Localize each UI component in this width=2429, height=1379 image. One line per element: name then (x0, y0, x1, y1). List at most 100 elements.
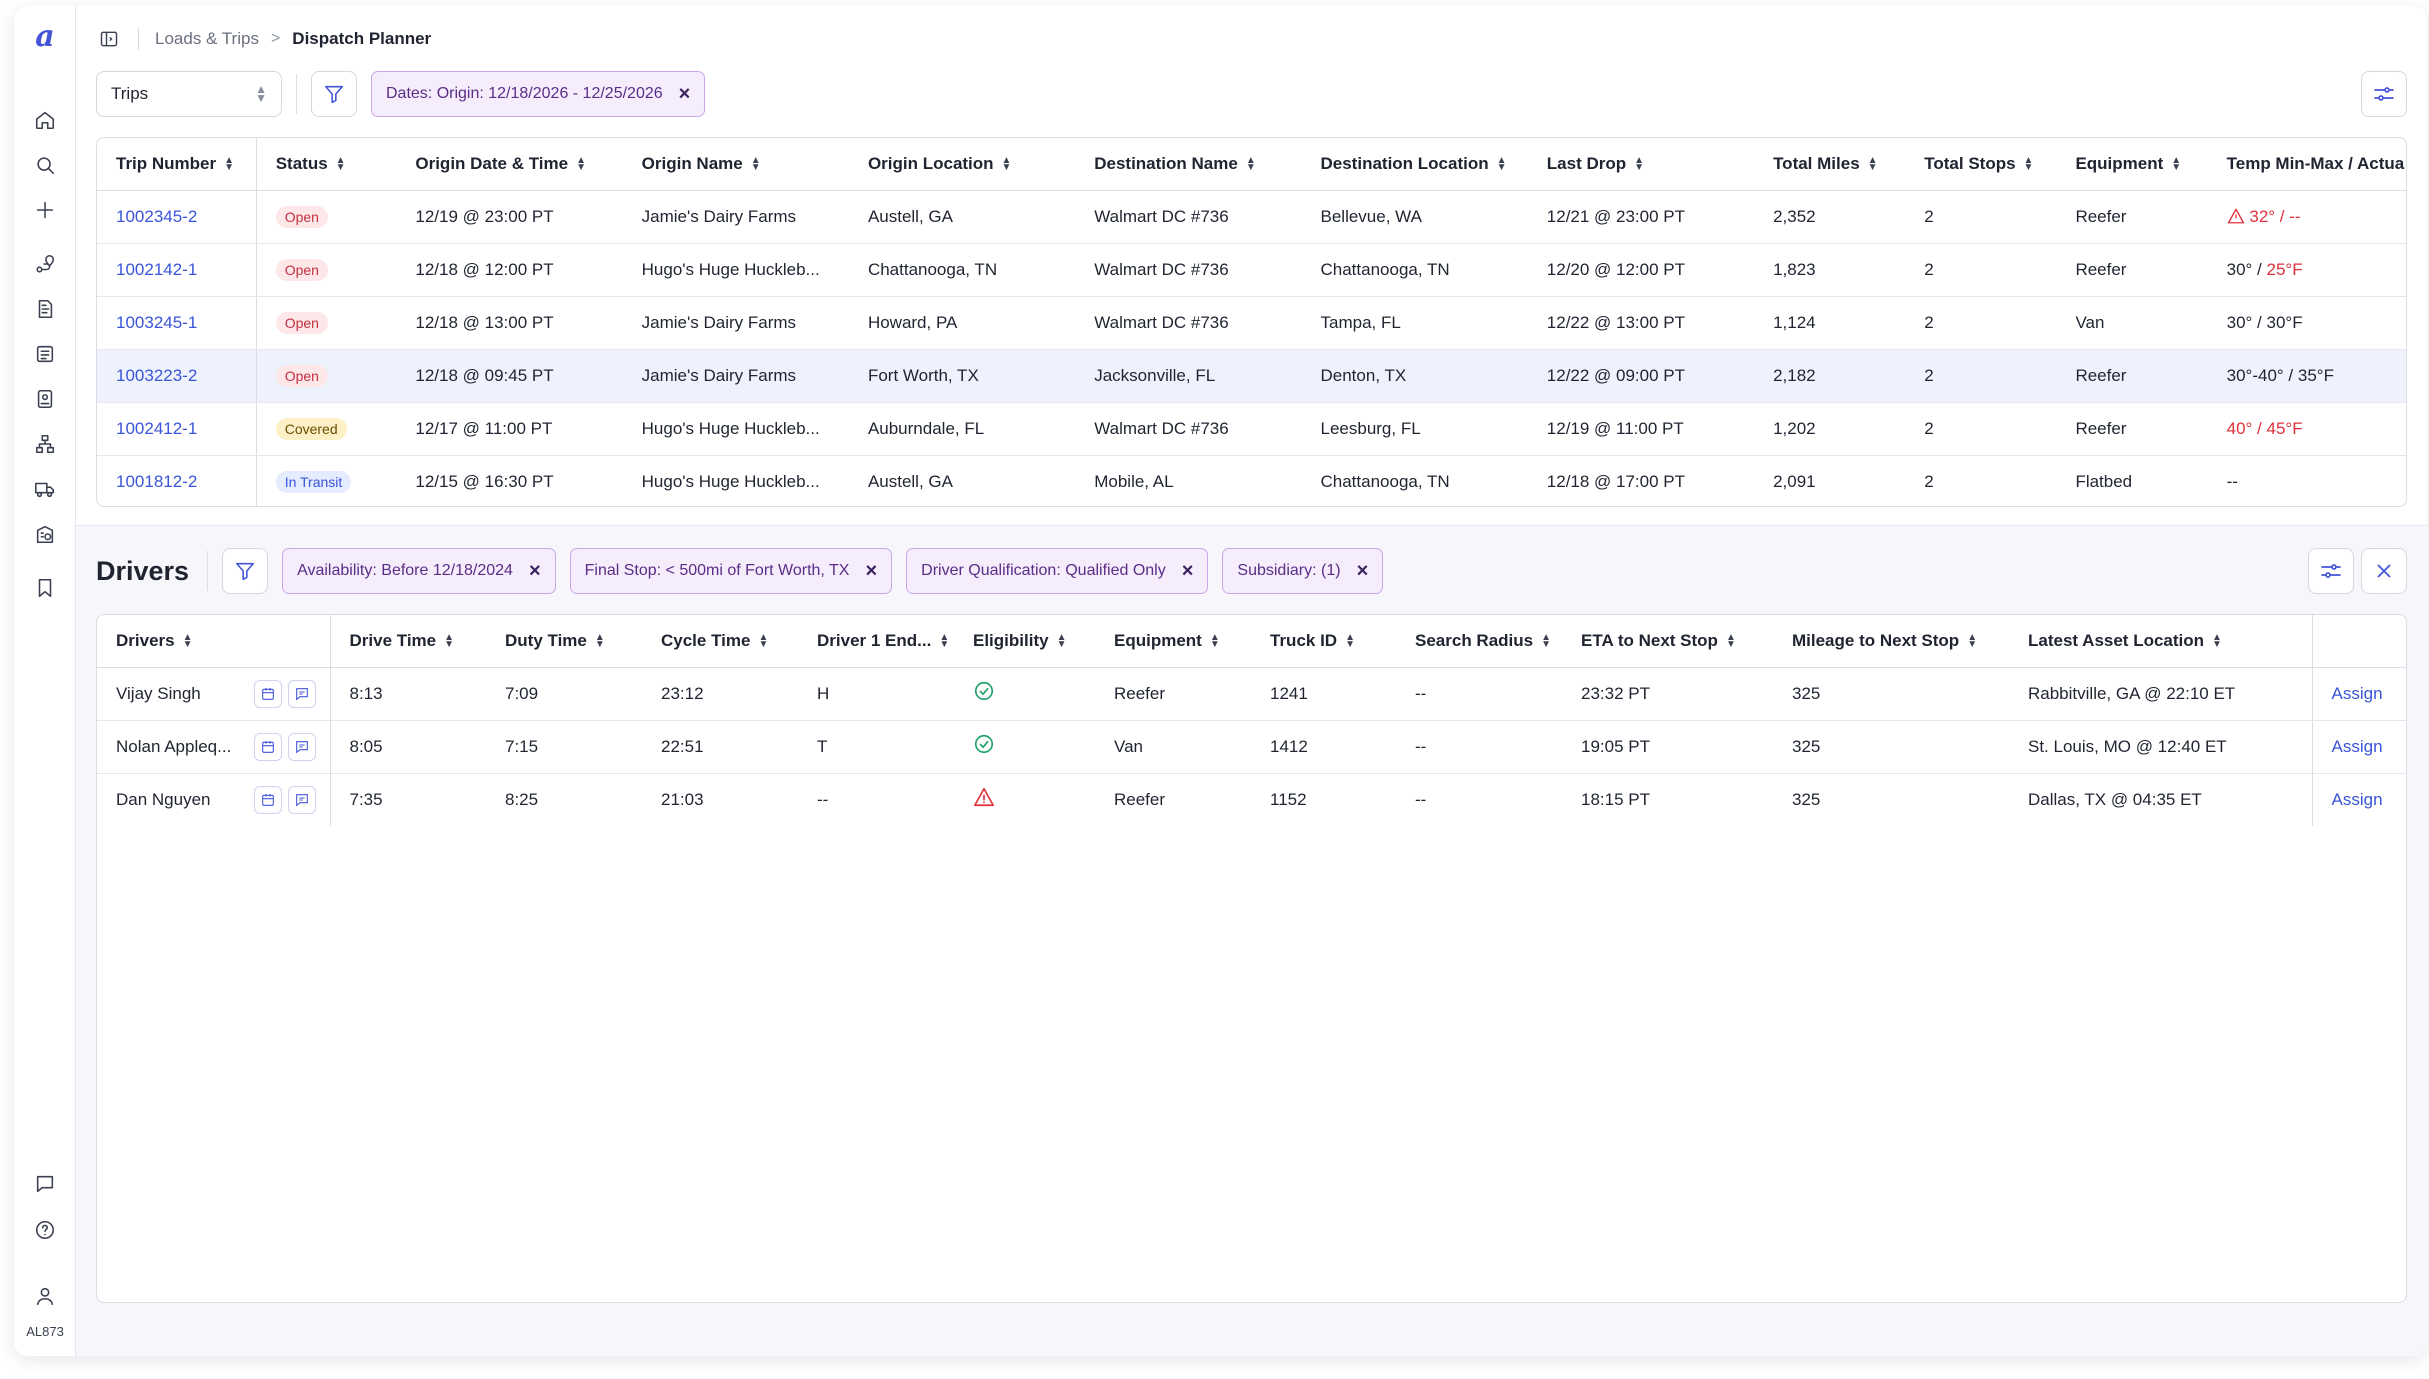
trips-header-row: Trip Number ▲ ▼ Status ▲ ▼ Origin Date & Tim… (97, 138, 2406, 191)
org-chart-icon[interactable] (27, 426, 63, 462)
trip-number-link[interactable]: 1003223-2 (97, 349, 257, 403)
help-icon[interactable] (27, 1212, 63, 1248)
driver-row[interactable]: Nolan Appleq... 8:05 7:15 22:51 T Van 14… (97, 720, 2406, 774)
col-header[interactable]: Origin Location ▲ ▼ (848, 138, 1076, 191)
chevron-updown-icon: ▲ ▼ (255, 82, 267, 105)
col-header[interactable]: ETA to Next Stop ▲ ▼ (1562, 615, 1773, 668)
page-title: Dispatch Planner (292, 29, 432, 48)
sort-icon: ▲ ▼ (182, 632, 193, 651)
trip-row[interactable]: 1001812-2 In Transit 12/15 @ 16:30 PT Hu… (97, 455, 2406, 506)
col-header[interactable]: Eligibility ▲ ▼ (954, 615, 1095, 668)
filter-chip-dates[interactable]: Dates: Origin: 12/18/2026 - 12/25/2026 × (371, 71, 706, 117)
col-header[interactable]: Destination Location ▲ ▼ (1301, 138, 1528, 191)
sort-icon: ▲ ▼ (1634, 155, 1645, 174)
col-header[interactable]: Status ▲ ▼ (256, 138, 397, 191)
col-header[interactable]: Search Radius ▲ ▼ (1396, 615, 1562, 668)
col-header[interactable]: Drive Time ▲ ▼ (330, 615, 486, 668)
filter-chip-final-stop[interactable]: Final Stop: < 500mi of Fort Worth, TX × (569, 548, 893, 594)
user-icon[interactable] (27, 1278, 63, 1314)
col-header[interactable]: Equipment ▲ ▼ (2056, 138, 2208, 191)
col-header[interactable]: Equipment ▲ ▼ (1095, 615, 1251, 668)
badge-icon[interactable] (27, 381, 63, 417)
invoice-icon[interactable] (27, 336, 63, 372)
status-badge: Open (275, 311, 328, 334)
sidebar-toggle-icon[interactable] (96, 26, 122, 52)
col-header[interactable]: Last Drop ▲ ▼ (1527, 138, 1755, 191)
col-header[interactable]: Truck ID ▲ ▼ (1251, 615, 1396, 668)
trip-number-link[interactable]: 1002412-1 (97, 402, 257, 456)
view-select-value: Trips (111, 84, 149, 103)
search-icon[interactable] (27, 147, 63, 183)
sort-icon: ▲ ▼ (1725, 632, 1736, 651)
close-icon[interactable]: × (1181, 560, 1194, 582)
drivers-toolbar: Drivers Availability: Before 12/18/2024 ×… (96, 548, 1384, 594)
trip-number-link[interactable]: 1003245-1 (97, 296, 257, 350)
plus-icon[interactable] (27, 192, 63, 228)
col-header[interactable]: Driver 1 End... ▲ ▼ (798, 615, 954, 668)
col-header[interactable]: Temp Min-Max / Actua (2207, 138, 2406, 191)
document-icon[interactable] (27, 291, 63, 327)
filter-chip-label: Dates: Origin: 12/18/2026 - 12/25/2026 (386, 85, 663, 102)
bookmark-icon[interactable] (27, 570, 63, 606)
filter-chip-qualification[interactable]: Driver Qualification: Qualified Only × (906, 548, 1209, 594)
app-logo[interactable]: a (35, 19, 55, 54)
drivers-title: Drivers (96, 555, 190, 586)
breadcrumb: Loads & Trips > Dispatch Planner (96, 26, 431, 52)
driver-row[interactable]: Vijay Singh 8:13 7:09 23:12 H Reefer 124… (97, 667, 2406, 721)
trip-row[interactable]: 1002412-1 Covered 12/17 @ 11:00 PT Hugo'… (97, 402, 2406, 456)
calendar-icon[interactable] (253, 679, 282, 708)
drivers-header-row: Drivers ▲ ▼ Drive Time ▲ ▼ Duty Time ▲ ▼ Cycle… (97, 615, 2406, 668)
calendar-icon[interactable] (253, 785, 282, 814)
close-icon[interactable]: × (1356, 560, 1369, 582)
message-icon[interactable] (287, 785, 316, 814)
col-header[interactable]: Total Miles ▲ ▼ (1754, 138, 1906, 191)
col-header[interactable]: Trip Number ▲ ▼ (97, 138, 257, 191)
trip-number-link[interactable]: 1002345-2 (97, 190, 257, 244)
breadcrumb-parent[interactable]: Loads & Trips (155, 29, 259, 48)
drivers-filter-button[interactable] (222, 548, 269, 594)
trips-filter-button[interactable] (311, 71, 357, 117)
chat-icon[interactable] (27, 1166, 63, 1202)
divider (207, 551, 209, 591)
col-header[interactable]: Drivers ▲ ▼ (97, 615, 331, 668)
message-icon[interactable] (287, 679, 316, 708)
drivers-close-button[interactable] (2361, 548, 2407, 594)
col-header[interactable]: Origin Date & Time ▲ ▼ (396, 138, 623, 191)
close-icon[interactable]: × (678, 83, 691, 105)
trips-settings-button[interactable] (2361, 71, 2407, 117)
trip-row-selected[interactable]: 1003223-2 Open 12/18 @ 09:45 PT Jamie's … (97, 349, 2406, 403)
sort-icon: ▲ ▼ (1001, 155, 1012, 174)
col-header[interactable]: Destination Name ▲ ▼ (1075, 138, 1302, 191)
col-header[interactable]: Duty Time ▲ ▼ (486, 615, 642, 668)
col-header[interactable]: Latest Asset Location ▲ ▼ (2009, 615, 2312, 668)
filter-chip-subsidiary[interactable]: Subsidiary: (1) × (1222, 548, 1384, 594)
trip-number-link[interactable]: 1002142-1 (97, 243, 257, 297)
sort-icon: ▲ ▼ (594, 632, 605, 651)
trip-row[interactable]: 1003245-1 Open 12/18 @ 13:00 PT Jamie's … (97, 296, 2406, 350)
assign-button[interactable]: Assign (2311, 773, 2406, 826)
trip-row[interactable]: 1002345-2 Open 12/19 @ 23:00 PT Jamie's … (97, 190, 2406, 244)
assign-button[interactable]: Assign (2311, 667, 2406, 721)
col-header[interactable]: Total Stops ▲ ▼ (1905, 138, 2057, 191)
route-icon[interactable] (27, 246, 63, 282)
calendar-icon[interactable] (253, 732, 282, 761)
col-header[interactable]: Origin Name ▲ ▼ (622, 138, 849, 191)
home-icon[interactable] (27, 102, 63, 138)
driver-row[interactable]: Dan Nguyen 7:35 8:25 21:03 -- Reefer 115… (97, 773, 2406, 826)
sort-icon: ▲ ▼ (1967, 632, 1978, 651)
status-badge: Open (275, 258, 328, 281)
filter-chip-availability[interactable]: Availability: Before 12/18/2024 × (282, 548, 556, 594)
drivers-settings-button[interactable] (2308, 548, 2354, 594)
building-icon[interactable] (27, 516, 63, 552)
message-icon[interactable] (287, 732, 316, 761)
close-icon[interactable]: × (528, 560, 541, 582)
close-icon[interactable]: × (865, 560, 878, 582)
assign-button[interactable]: Assign (2311, 720, 2406, 774)
col-header[interactable]: Cycle Time ▲ ▼ (642, 615, 798, 668)
trip-row[interactable]: 1002142-1 Open 12/18 @ 12:00 PT Hugo's H… (97, 243, 2406, 297)
truck-icon[interactable] (27, 471, 63, 507)
trip-number-link[interactable]: 1001812-2 (97, 455, 257, 506)
user-code: AL873 (26, 1324, 64, 1339)
view-select[interactable]: Trips ▲ ▼ (96, 71, 282, 117)
col-header[interactable]: Mileage to Next Stop ▲ ▼ (1773, 615, 2009, 668)
